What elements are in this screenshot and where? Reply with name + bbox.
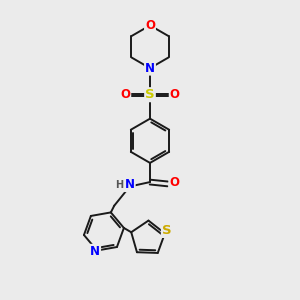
Text: O: O (170, 88, 180, 101)
Text: S: S (145, 88, 155, 101)
Text: O: O (145, 19, 155, 32)
Text: O: O (169, 176, 179, 189)
Text: O: O (120, 88, 130, 101)
Text: S: S (162, 224, 172, 237)
Text: N: N (125, 178, 135, 191)
Text: N: N (145, 62, 155, 75)
Text: N: N (90, 245, 100, 258)
Text: H: H (115, 180, 124, 190)
